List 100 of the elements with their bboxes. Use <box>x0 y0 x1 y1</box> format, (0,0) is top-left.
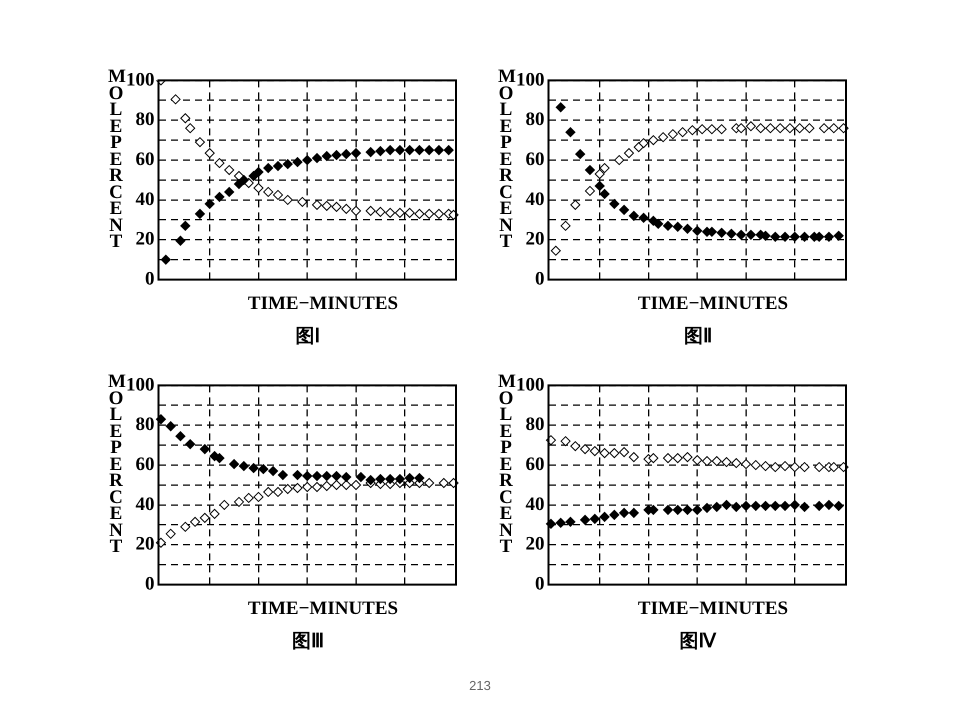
point <box>600 512 610 522</box>
point <box>756 123 766 134</box>
point <box>404 208 415 218</box>
point <box>556 102 566 112</box>
point <box>258 464 268 474</box>
text: MOLE PERCENT <box>498 66 516 252</box>
point <box>672 453 683 464</box>
point <box>175 236 186 246</box>
point <box>770 500 780 511</box>
point <box>282 159 293 170</box>
point <box>272 190 283 200</box>
point <box>634 142 644 152</box>
point <box>414 208 424 219</box>
point <box>219 500 230 510</box>
point <box>628 452 639 462</box>
point <box>375 474 386 484</box>
point <box>414 145 424 156</box>
point <box>229 459 240 470</box>
point <box>726 228 736 239</box>
point <box>234 178 244 189</box>
point <box>224 165 234 176</box>
point <box>292 482 302 493</box>
y-tick-label: 40 <box>136 494 154 515</box>
point <box>341 472 352 482</box>
point <box>692 504 702 515</box>
point <box>394 474 405 484</box>
point <box>204 198 215 209</box>
point <box>263 186 274 197</box>
y-tick-label: 40 <box>526 494 544 515</box>
point <box>444 145 454 156</box>
x-axis-title: TIME−MINUTES <box>246 293 400 315</box>
point <box>366 147 376 158</box>
point <box>800 232 810 242</box>
point <box>790 500 800 510</box>
point <box>668 129 678 140</box>
point <box>736 230 746 240</box>
point <box>170 94 181 104</box>
point <box>750 500 761 511</box>
point <box>834 230 844 241</box>
point <box>570 200 580 210</box>
point <box>575 149 586 160</box>
point <box>438 478 449 488</box>
text: 图Ⅲ <box>291 630 325 654</box>
point <box>624 148 634 158</box>
point <box>556 518 566 528</box>
y-tick-label: 100 <box>516 374 544 396</box>
point <box>424 478 434 488</box>
text: MOLE PERCENT <box>108 66 126 252</box>
y-tick-label: 100 <box>126 69 154 90</box>
text: 图Ⅰ <box>294 325 322 349</box>
point <box>424 208 434 219</box>
point <box>160 254 171 265</box>
point <box>780 500 790 511</box>
point <box>780 232 790 242</box>
point <box>272 486 283 497</box>
point <box>375 206 386 217</box>
y-tick-label: 60 <box>136 454 154 475</box>
point <box>628 210 639 221</box>
point <box>272 161 283 172</box>
point <box>672 222 683 232</box>
point <box>200 444 210 454</box>
point <box>322 480 332 491</box>
point <box>302 482 312 492</box>
y-tick-label: 40 <box>136 188 154 210</box>
point <box>394 208 405 218</box>
point <box>682 452 692 462</box>
point <box>253 167 264 178</box>
point <box>244 492 254 503</box>
point <box>824 232 834 242</box>
point <box>332 480 342 490</box>
x-axis-title: TIME−MINUTES <box>246 598 400 620</box>
point <box>722 500 732 510</box>
point <box>302 471 312 482</box>
point <box>322 151 332 162</box>
point <box>741 500 752 511</box>
point <box>600 188 610 199</box>
point <box>580 514 590 525</box>
point <box>600 448 610 458</box>
y-tick-label: 0 <box>145 574 154 595</box>
point <box>180 220 190 231</box>
text: MOLE PERCENT <box>498 371 516 557</box>
point <box>790 462 800 472</box>
point <box>619 204 630 215</box>
point <box>628 508 639 518</box>
point <box>341 149 352 160</box>
point <box>702 456 712 466</box>
point <box>185 123 196 134</box>
point <box>224 186 234 197</box>
y-tick-label: 60 <box>526 148 544 170</box>
text: 图Ⅳ <box>678 630 718 654</box>
point <box>682 224 692 234</box>
point <box>302 155 312 166</box>
y-tick-label: 100 <box>126 374 154 396</box>
point <box>234 496 244 507</box>
y-tick-label: 100 <box>516 69 544 90</box>
point <box>292 470 302 480</box>
point <box>560 436 571 446</box>
point <box>619 508 630 518</box>
point <box>819 123 830 134</box>
text: 图Ⅱ <box>683 325 713 349</box>
